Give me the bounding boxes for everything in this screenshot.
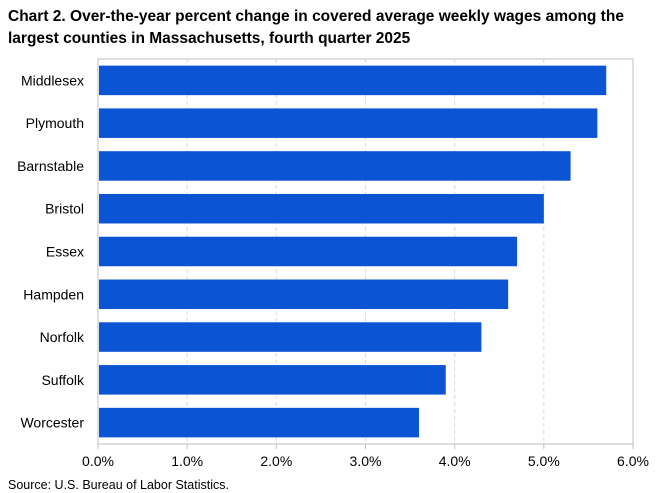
category-label-middlesex: Middlesex — [21, 72, 84, 88]
bar-barnstable — [99, 151, 571, 181]
category-label-bristol: Bristol — [45, 201, 84, 217]
category-label-barnstable: Barnstable — [17, 158, 84, 174]
category-label-worcester: Worcester — [20, 415, 84, 431]
category-label-plymouth: Plymouth — [26, 115, 84, 131]
x-tick-label: 0.0% — [82, 453, 114, 469]
bar-suffolk — [99, 365, 446, 395]
chart-title-line-2: largest counties in Massachusetts, fourt… — [8, 30, 411, 47]
category-label-hampden: Hampden — [23, 286, 84, 302]
bar-norfolk — [99, 322, 482, 352]
category-label-norfolk: Norfolk — [40, 329, 85, 345]
bar-bristol — [99, 193, 544, 224]
category-label-suffolk: Suffolk — [41, 372, 85, 388]
bar-hampden — [99, 279, 509, 310]
source-note: Source: U.S. Bureau of Labor Statistics. — [8, 478, 229, 492]
bar-plymouth — [99, 108, 598, 138]
x-tick-label: 2.0% — [260, 453, 292, 469]
chart-title-line-1: Chart 2. Over-the-year percent change in… — [8, 8, 624, 25]
chart-title: Chart 2. Over-the-year percent change in… — [8, 6, 654, 50]
x-tick-label: 3.0% — [350, 453, 382, 469]
category-label-essex: Essex — [46, 244, 84, 260]
x-tick-label: 6.0% — [617, 453, 649, 469]
x-tick-label: 4.0% — [439, 453, 471, 469]
bar-essex — [99, 236, 518, 267]
bar-middlesex — [99, 65, 607, 96]
x-tick-label: 5.0% — [528, 453, 560, 469]
x-tick-label: 1.0% — [171, 453, 203, 469]
bar-worcester — [99, 407, 419, 438]
